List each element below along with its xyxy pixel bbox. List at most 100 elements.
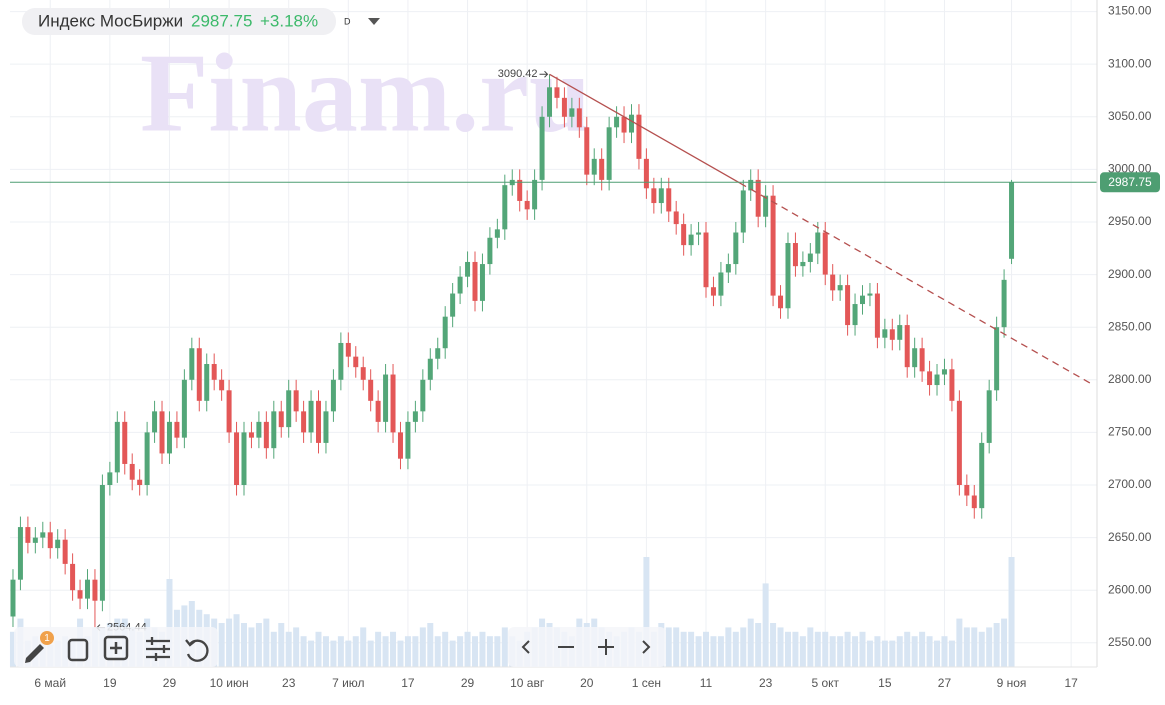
volume-bar [941,636,948,667]
candle-body [427,358,433,380]
candle-body [837,285,843,291]
high-label: 3090.42 [498,68,538,80]
candle-body [658,188,664,204]
candle-body [263,421,269,449]
volume-bar [412,636,419,667]
candle-body [204,364,210,401]
candle-body [114,421,120,473]
candle-body [733,232,739,265]
candle-body [181,379,187,438]
x-tick-label: 1 сен [632,676,661,690]
candle-body [1001,279,1007,328]
candle-body [286,390,292,428]
candle-body [345,342,351,357]
candle-body [643,158,649,189]
candle-body [189,348,195,380]
volume-bar [792,631,799,667]
candle-body [241,432,247,485]
volume-bar [732,631,739,667]
nav-left[interactable] [521,640,530,654]
interval[interactable]: D [344,16,351,26]
volume-bar [270,631,277,667]
candle-body [770,195,776,296]
candle-body [465,261,471,277]
volume-bar [1008,557,1015,667]
candle-body [986,390,992,443]
volume-bar [434,636,441,667]
candle-body [32,537,38,543]
candle-body [681,224,687,246]
candle-body [584,127,590,175]
x-tick-label: 29 [163,676,177,690]
volume-bar [911,636,918,667]
candle-body [956,400,962,485]
candle-body [353,356,359,368]
volume-bar [479,631,486,667]
candle-body [845,285,851,326]
candle-body [792,243,798,267]
y-tick-label: 2650.00 [1108,530,1152,544]
volume-bar [807,627,814,667]
zoom-in[interactable] [598,639,614,655]
volume-bar [919,631,926,667]
candle-body [628,114,634,133]
candle-body [137,479,143,485]
volume-bar [747,618,754,667]
x-tick-label: 23 [759,676,773,690]
y-tick-label: 2550.00 [1108,635,1152,649]
pencil-icon[interactable] [25,644,44,663]
candle-body [547,87,553,117]
nav-right[interactable] [642,640,651,654]
candle-body [383,374,389,422]
volume-bar [240,623,247,667]
volume-bar [449,640,456,667]
candle-body [763,195,769,217]
trendline-dashed [739,182,1094,386]
volume-bar [352,636,359,667]
volume-bar [777,627,784,667]
settings-icon[interactable] [146,637,170,661]
dropdown-arrow[interactable] [368,18,380,25]
candle-body [576,108,582,128]
volume-bar [337,636,344,667]
candle-body [591,158,597,175]
add-icon[interactable] [103,635,129,661]
candle-body [874,293,880,338]
volume-bar [419,627,426,667]
nav-panel [508,627,666,667]
reset-icon[interactable] [186,639,209,662]
candle-body [219,379,225,391]
badge-count: 1 [44,633,50,644]
candle-body [636,114,642,159]
volume-bar [9,631,16,667]
candle-body [822,232,828,275]
candle-body [316,400,322,443]
candle-body [166,421,172,454]
candle-body [70,563,76,591]
candle-body [748,179,754,191]
volume-bar [680,631,687,667]
volume-bar [382,636,389,667]
volume-bar [926,636,933,667]
candle-body [1009,182,1015,259]
candle-body [830,274,836,291]
volume-bar [486,636,493,667]
candle-body [971,495,977,509]
x-tick-label: 15 [878,676,892,690]
volume-bar [695,636,702,667]
candle-body [621,116,627,133]
volume-bar [166,579,173,667]
candle-body [55,539,61,549]
list-icon[interactable] [67,638,89,662]
y-tick-label: 2700.00 [1108,477,1152,491]
candle-body [778,295,784,309]
candle-body [927,371,933,386]
volume-bar [404,636,411,667]
volume-bar [881,640,888,667]
candle-body [323,411,329,443]
x-tick-label: 11 [700,676,713,690]
candle-body [144,432,150,485]
x-tick-label: 9 ноя [997,676,1027,690]
volume-bar [688,631,695,667]
